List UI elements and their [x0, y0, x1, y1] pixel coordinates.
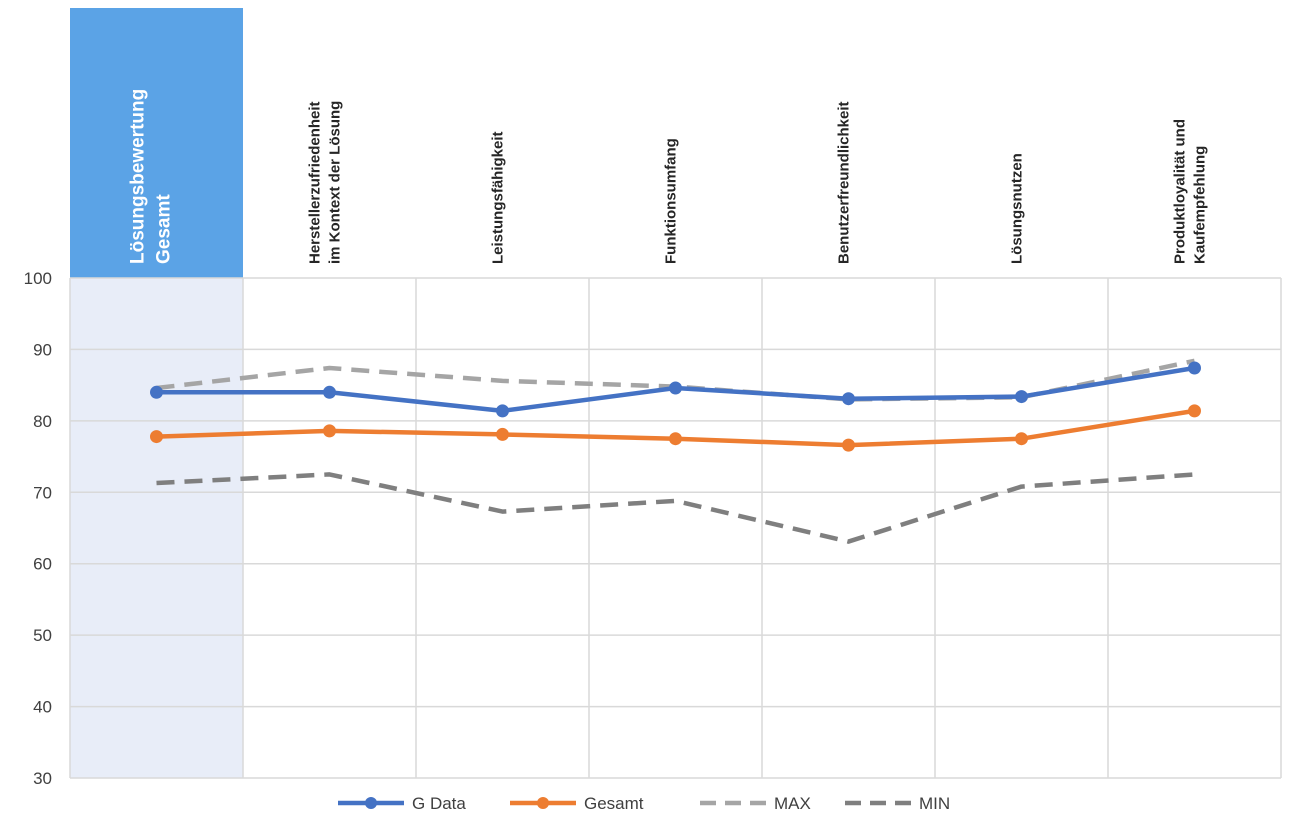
svg-text:Funktionsumfang: Funktionsumfang	[663, 138, 680, 264]
data-point	[150, 430, 163, 444]
svg-text:Benutzerfreundlichkeit: Benutzerfreundlichkeit	[836, 101, 853, 264]
category-label-line: Herstellerzufriedenheit	[307, 101, 324, 264]
legend-item: Gesamt	[510, 794, 644, 813]
highlight-header	[70, 8, 243, 278]
y-tick-label: 30	[33, 769, 52, 788]
data-point	[323, 385, 336, 399]
y-tick-label: 100	[24, 269, 52, 288]
data-point	[1188, 361, 1201, 375]
legend-label: MIN	[919, 794, 950, 813]
svg-text:Leistungsfähigkeit: Leistungsfähigkeit	[490, 131, 507, 264]
legend-marker	[365, 797, 377, 809]
category-label-line: Funktionsumfang	[663, 138, 680, 264]
data-point	[496, 427, 509, 441]
y-tick-label: 60	[33, 555, 52, 574]
data-point	[323, 424, 336, 438]
category-label: Benutzerfreundlichkeit	[836, 101, 853, 264]
category-label: Lösungsbewertung Gesamt	[128, 89, 175, 264]
legend: G Data Gesamt MAX MIN	[338, 794, 950, 813]
category-label: Lösungsnutzen	[1009, 153, 1026, 264]
grid	[69, 277, 1282, 779]
y-tick-label: 90	[33, 340, 52, 359]
category-label-line: Leistungsfähigkeit	[490, 131, 507, 264]
data-point	[842, 438, 855, 452]
y-tick-label: 70	[33, 483, 52, 502]
legend-item: G Data	[338, 794, 466, 813]
y-tick-label: 50	[33, 626, 52, 645]
legend-label: MAX	[774, 794, 811, 813]
category-label: Produktloyalität und Kaufempfehlung	[1172, 119, 1209, 264]
legend-item: MAX	[700, 794, 811, 813]
legend-marker	[537, 797, 549, 809]
highlight-band	[70, 278, 243, 778]
category-label-line: Gesamt	[154, 194, 175, 264]
data-point	[1015, 432, 1028, 446]
series-lines	[150, 358, 1201, 544]
category-labels: Lösungsbewertung Gesamt Herstellerzufriede…	[128, 89, 1209, 264]
category-label-line: Kaufempfehlung	[1192, 146, 1209, 264]
legend-label: G Data	[412, 794, 466, 813]
y-tick-label: 40	[33, 698, 52, 717]
y-tick-label: 80	[33, 412, 52, 431]
data-point	[150, 385, 163, 399]
data-point	[1188, 404, 1201, 418]
category-label-line: im Kontext der Lösung	[327, 101, 344, 264]
legend-item: MIN	[845, 794, 950, 813]
category-label: Herstellerzufriedenheit im Kontext der Lö…	[307, 101, 344, 264]
data-point	[1015, 390, 1028, 404]
category-label: Funktionsumfang	[663, 138, 680, 264]
category-label: Leistungsfähigkeit	[490, 131, 507, 264]
category-label-line: Lösungsnutzen	[1009, 153, 1026, 264]
data-point	[669, 432, 682, 446]
y-axis-ticks: 30 40 50 60 70 80 90 100	[24, 269, 52, 788]
svg-text:Lösungsnutzen: Lösungsnutzen	[1009, 153, 1026, 264]
data-point	[842, 392, 855, 406]
data-point	[496, 404, 509, 418]
legend-label: Gesamt	[584, 794, 644, 813]
series-line-min	[156, 472, 1195, 544]
data-point	[669, 381, 682, 395]
category-label-line: Lösungsbewertung	[128, 89, 149, 264]
category-label-line: Produktloyalität und	[1172, 119, 1189, 264]
category-label-line: Benutzerfreundlichkeit	[836, 101, 853, 264]
